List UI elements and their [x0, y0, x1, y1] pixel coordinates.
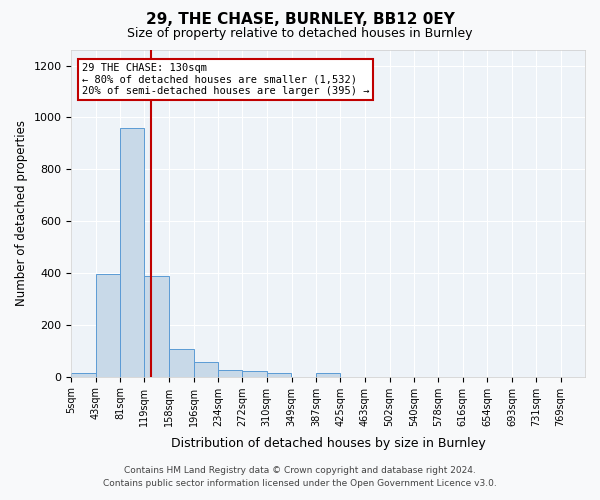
Text: 29 THE CHASE: 130sqm
← 80% of detached houses are smaller (1,532)
20% of semi-de: 29 THE CHASE: 130sqm ← 80% of detached h… [82, 63, 369, 96]
Bar [316, 374, 340, 376]
Text: Contains HM Land Registry data © Crown copyright and database right 2024.
Contai: Contains HM Land Registry data © Crown c… [103, 466, 497, 487]
Bar [145, 276, 169, 376]
X-axis label: Distribution of detached houses by size in Burnley: Distribution of detached houses by size … [171, 437, 485, 450]
Bar [218, 370, 242, 376]
Bar [120, 128, 145, 376]
Bar [71, 373, 96, 376]
Bar [194, 362, 218, 376]
Bar [267, 374, 291, 376]
Text: 29, THE CHASE, BURNLEY, BB12 0EY: 29, THE CHASE, BURNLEY, BB12 0EY [146, 12, 454, 28]
Y-axis label: Number of detached properties: Number of detached properties [15, 120, 28, 306]
Bar [169, 350, 194, 376]
Text: Size of property relative to detached houses in Burnley: Size of property relative to detached ho… [127, 28, 473, 40]
Bar [96, 274, 120, 376]
Bar [242, 372, 267, 376]
